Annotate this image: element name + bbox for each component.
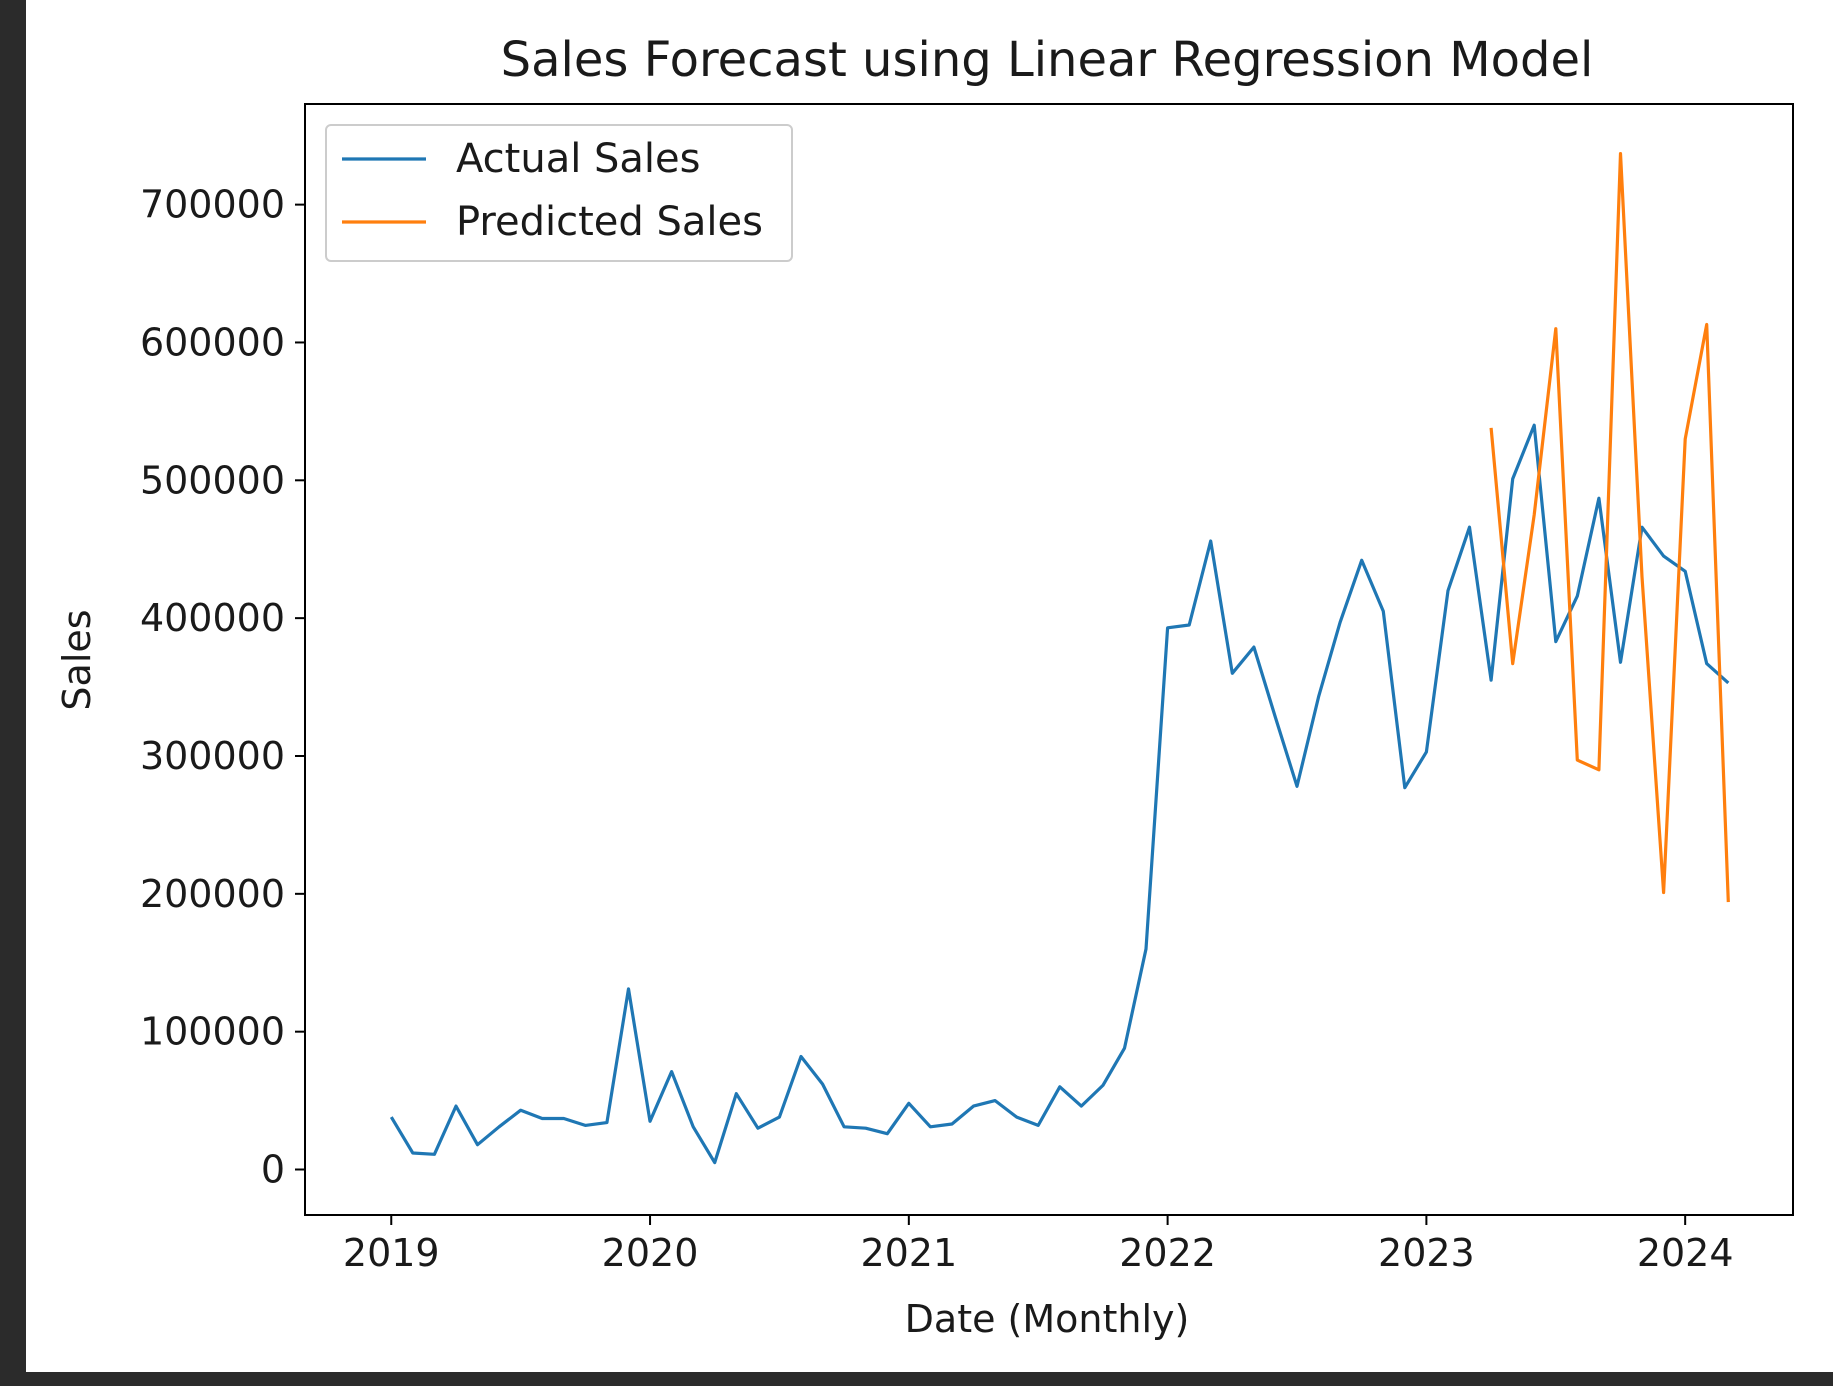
legend-box — [325, 124, 793, 262]
plot-frame — [304, 103, 1794, 1216]
y-tick-label: 500000 — [140, 458, 285, 502]
y-tick-label: 400000 — [140, 596, 285, 640]
legend-label-actual-sales: Actual Sales — [456, 136, 701, 182]
x-tick-label: 2022 — [1119, 1231, 1216, 1275]
plot-area — [389, 152, 1730, 1165]
legend: Actual Sales Predicted Sales — [325, 124, 793, 262]
x-tick-label: 2021 — [860, 1231, 957, 1275]
chart-title: Sales Forecast using Linear Regression M… — [501, 32, 1594, 88]
y-tick-label: 0 — [261, 1148, 285, 1192]
y-tick-label: 200000 — [140, 872, 285, 916]
y-tick-label: 100000 — [140, 1010, 285, 1054]
series-line-actual-sales — [389, 423, 1730, 1165]
y-tick-label: 300000 — [140, 734, 285, 778]
figure-background — [26, 0, 1833, 1372]
y-axis-label: Sales — [55, 609, 99, 710]
x-tick-label: 2020 — [602, 1231, 699, 1275]
x-tick-label: 2019 — [343, 1231, 440, 1275]
x-axis: 2019 2020 2021 2022 2023 2024 — [343, 1215, 1734, 1275]
y-tick-label: 700000 — [140, 183, 285, 227]
x-tick-label: 2024 — [1637, 1231, 1734, 1275]
series-line-predicted-sales — [1489, 152, 1730, 903]
legend-label-predicted-sales: Predicted Sales — [456, 199, 763, 245]
x-axis-label: Date (Monthly) — [905, 1297, 1190, 1341]
x-tick-label: 2023 — [1378, 1231, 1475, 1275]
y-tick-label: 600000 — [140, 320, 285, 364]
y-axis: 0 100000 200000 300000 400000 500000 600000 700… — [140, 183, 305, 1192]
